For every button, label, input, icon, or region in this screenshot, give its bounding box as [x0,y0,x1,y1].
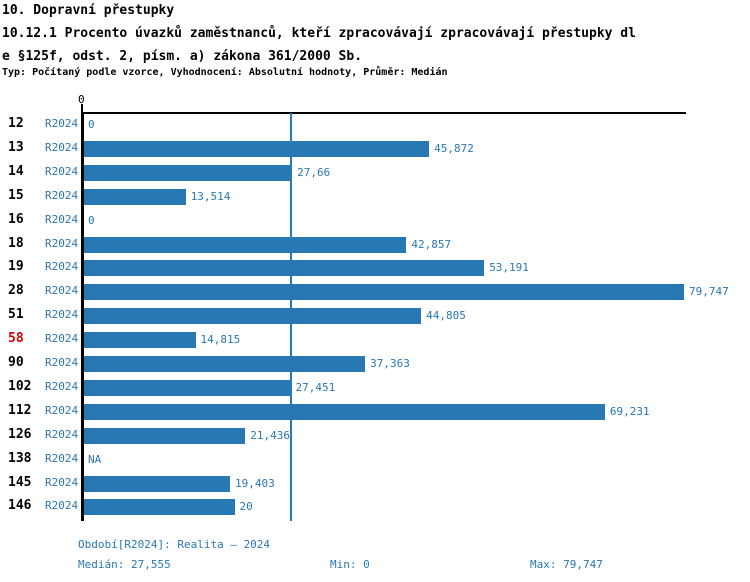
bar-row: 15 R2024 13,514 [0,185,750,209]
row-category-label: 12 [8,116,24,131]
chart-subtitle-line2: e §125f, odst. 2, písm. a) zákona 361/20… [2,49,363,64]
row-series-label: R2024 [45,475,79,489]
bar-row: 112 R2024 69,231 [0,400,750,424]
value-bar [84,188,186,205]
footer-median: Medián: 27,555 [78,558,171,571]
value-bar [84,356,366,372]
row-series-label: R2024 [45,451,79,465]
bar-value-label: 21,436 [250,428,291,442]
bar-row: 145 R2024 19,403 [0,472,750,496]
x-axis-zero-tick-label: 0 [78,93,85,106]
bar-value-label: 45,872 [434,141,474,155]
value-bar [84,427,246,444]
row-category-label: 14 [8,163,24,179]
row-series-label: R2024 [45,356,79,369]
row-category-label: 13 [8,139,24,155]
bar-row: 90 R2024 37,363 [0,352,750,376]
row-category-label: 15 [8,187,24,203]
bar-value-label: 27,66 [297,165,331,179]
value-bar [84,403,605,420]
row-series-label: R2024 [45,260,79,274]
chart-subtitle-line1: 10.12.1 Procento úvazků zaměstnanců, kte… [2,26,636,41]
row-category-label: 58 [8,331,24,347]
bar-value-label: 42,857 [411,237,452,251]
value-bar [84,164,293,181]
bar-row: 138 R2024 NA [0,448,750,472]
row-category-label: 138 [8,450,32,466]
row-series-label: R2024 [45,117,79,130]
row-category-label: 112 [8,402,32,418]
bar-value-label: 44,805 [426,309,466,323]
bar-value-label: 0 [88,118,95,131]
bar-row: 13 R2024 45,872 [0,137,750,161]
bar-row: 12 R2024 0 [0,113,750,137]
row-category-label: 28 [8,283,24,299]
row-series-label: R2024 [45,212,79,226]
bar-row: 102 R2024 27,451 [0,376,750,400]
value-bar [84,308,422,325]
value-bar [84,236,407,253]
row-category-label: 126 [8,426,32,442]
chart-meta: Typ: Počítaný podle vzorce, Vyhodnocení:… [2,67,448,78]
bar-value-label: 79,747 [689,285,729,299]
x-axis-line [82,112,686,114]
bar-row: 51 R2024 44,805 [0,304,750,328]
bar-value-label: 69,231 [609,404,650,418]
row-series-label: R2024 [45,499,79,513]
row-category-label: 145 [8,474,32,490]
footer-period: Období[R2024]: Realita – 2024 [78,538,271,551]
bar-value-label: 20 [239,500,253,514]
bar-row: 28 R2024 79,747 [0,280,750,304]
row-category-label: 16 [8,211,24,227]
bar-value-label: 13,514 [190,189,231,203]
row-series-label: R2024 [45,164,79,178]
row-series-label: R2024 [45,284,79,298]
row-series-label: R2024 [45,140,79,154]
row-series-label: R2024 [45,427,79,441]
bar-value-label: 19,403 [235,476,275,490]
bar-value-label: 53,191 [489,261,529,275]
bar-row: 14 R2024 27,66 [0,161,750,185]
row-category-label: 90 [8,355,24,370]
x-axis-zero-tick-mark [81,104,83,114]
bar-value-label: NA [88,452,102,466]
bar-row: 126 R2024 21,436 [0,424,750,448]
row-category-label: 19 [8,259,24,275]
chart-title: 10. Dopravní přestupky [2,3,175,18]
row-series-label: R2024 [45,332,79,346]
row-series-label: R2024 [45,188,79,202]
row-series-label: R2024 [45,379,79,393]
y-axis-line [81,112,84,521]
bar-row: 146 R2024 20 [0,495,750,519]
row-series-label: R2024 [45,236,79,250]
bar-row: 18 R2024 42,857 [0,233,750,257]
value-bar [84,475,230,492]
row-category-label: 51 [8,307,24,323]
value-bar [84,332,196,349]
row-series-label: R2024 [45,308,79,322]
bar-row: 19 R2024 53,191 [0,256,750,280]
row-category-label: 146 [8,498,32,514]
row-category-label: 102 [8,378,32,394]
value-bar [84,260,485,277]
value-bar [84,499,235,516]
bar-value-label: 27,451 [295,380,336,394]
row-series-label: R2024 [45,403,79,417]
bar-value-label: 0 [88,213,95,227]
row-category-label: 18 [8,235,24,251]
value-bar [84,140,430,157]
value-bar [84,379,291,396]
footer-min: Min: 0 [330,558,370,571]
bar-row: 16 R2024 0 [0,209,750,233]
bar-value-label: 37,363 [370,357,410,370]
footer-max: Max: 79,747 [530,558,603,571]
value-bar [84,284,684,301]
bar-value-label: 14,815 [200,333,241,347]
bar-row: 58 R2024 14,815 [0,328,750,352]
